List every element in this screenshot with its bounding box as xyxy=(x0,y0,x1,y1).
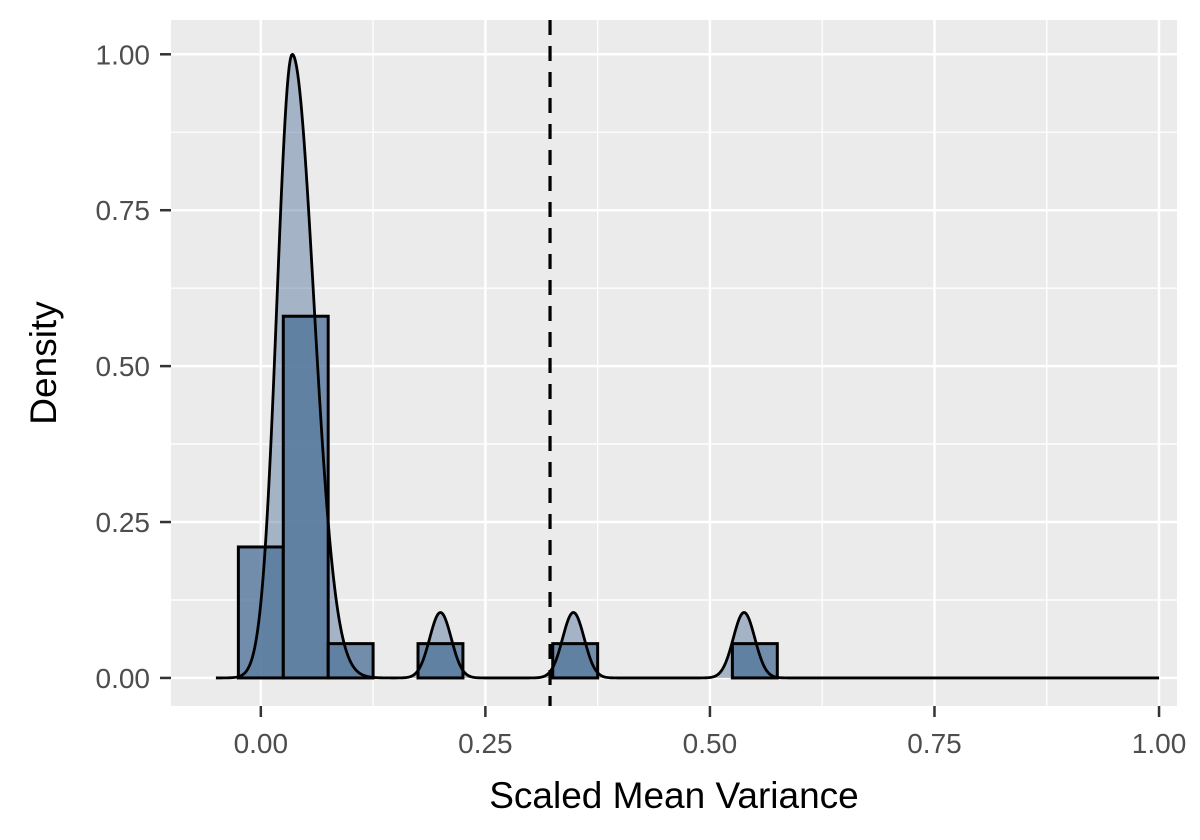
x-tick-label: 0.00 xyxy=(234,728,289,759)
y-tick-label: 0.75 xyxy=(96,195,151,226)
density-curve xyxy=(215,52,1160,680)
x-tick-label: 0.25 xyxy=(458,728,513,759)
histogram-bar-6 xyxy=(730,642,779,680)
x-tick-label: 1.00 xyxy=(1132,728,1187,759)
x-axis-title: Scaled Mean Variance xyxy=(489,775,859,816)
y-tick-label: 1.00 xyxy=(96,39,151,70)
x-tick-label: 0.75 xyxy=(907,728,962,759)
x-tick-label: 0.50 xyxy=(683,728,738,759)
histogram-bar-4 xyxy=(416,642,465,680)
y-tick-label: 0.50 xyxy=(96,351,151,382)
histogram-bar-2 xyxy=(281,314,330,680)
y-tick-label: 0.00 xyxy=(96,663,151,694)
minor-grid-lines xyxy=(171,20,1177,706)
y-tick-label: 0.25 xyxy=(96,507,151,538)
plot-panel xyxy=(171,20,1177,706)
y-axis: 0.00 0.25 0.50 0.75 1.00 xyxy=(96,39,171,694)
y-axis-title: Density xyxy=(23,301,64,425)
x-axis: 0.00 0.25 0.50 0.75 1.00 xyxy=(234,706,1187,759)
density-outline-layer xyxy=(215,52,1160,680)
